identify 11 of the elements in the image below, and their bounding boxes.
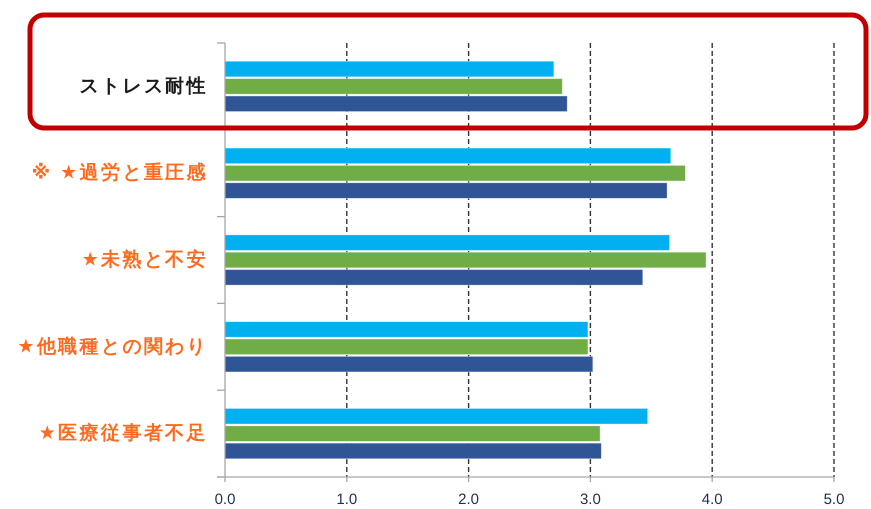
x-tick-label: 4.0 [702,491,723,508]
y-tick-label: ★他職種との関わり [17,335,208,358]
x-tick-label: 5.0 [824,491,844,508]
x-tick-label: 1.0 [336,491,358,508]
y-tick-label: ★未熟と不安 [82,248,208,270]
y-tick-label: ※ ★過労と重圧感 [32,162,208,184]
x-tick-label: 2.0 [458,491,480,508]
x-tick-label: 0.0 [214,491,236,508]
y-tick-label: ストレス耐性 [80,76,208,97]
y-tick-label: ★医療従事者不足 [38,422,208,444]
x-tick-label: 3.0 [580,491,601,508]
